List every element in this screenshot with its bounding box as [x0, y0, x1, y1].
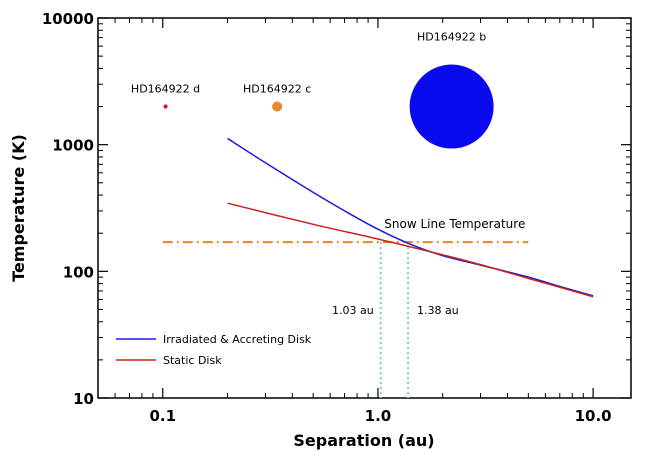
- planet-marker-hd164922-c: [272, 101, 283, 112]
- planet-label-hd164922-c: HD164922 c: [243, 83, 311, 96]
- x-tick-label: 10.0: [575, 407, 612, 425]
- plot-frame: [97, 17, 632, 399]
- y-tick-label: 10000: [42, 10, 94, 28]
- planet-marker-hd164922-b: [409, 64, 494, 149]
- planet-label-hd164922-d: HD164922 d: [131, 83, 200, 96]
- x-tick-label: 0.1: [149, 407, 176, 425]
- series-line-static-disk: [227, 202, 594, 298]
- series-line-irradiated-accreting-disk: [227, 137, 594, 297]
- separation-label-1-03-au: 1.03 au: [332, 304, 374, 317]
- x-tick-label: 1.0: [365, 407, 392, 425]
- planet-marker-hd164922-d: [163, 104, 168, 109]
- legend-label-static-disk: Static Disk: [163, 354, 222, 367]
- planet-label-hd164922-b: HD164922 b: [417, 31, 486, 44]
- legend-label-irradiated-accreting-disk: Irradiated & Accreting Disk: [163, 333, 312, 346]
- snow-line-label: Snow Line Temperature: [384, 217, 525, 231]
- y-axis-title: Temperature (K): [9, 134, 28, 282]
- y-tick-label: 1000: [52, 137, 94, 155]
- x-axis-title: Separation (au): [293, 431, 434, 450]
- y-tick-label: 10: [73, 390, 94, 408]
- y-tick-label: 100: [63, 263, 94, 281]
- separation-label-1-38-au: 1.38 au: [417, 304, 459, 317]
